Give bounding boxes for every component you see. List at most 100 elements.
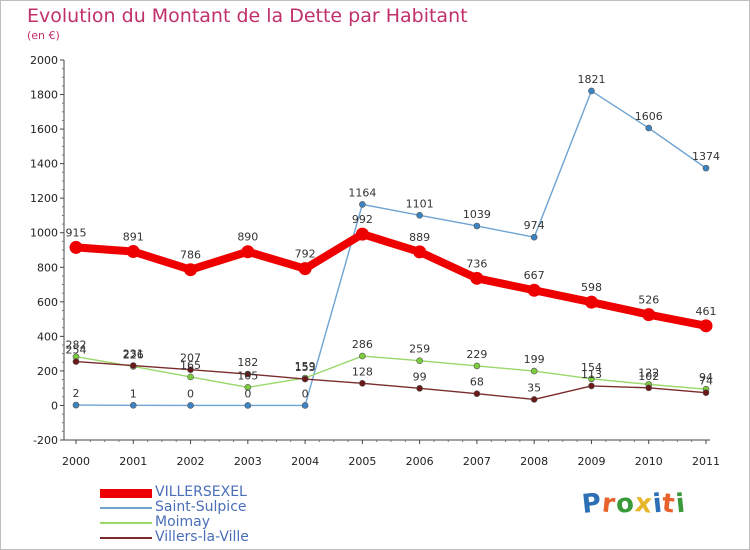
data-label-villersexel: 526 (638, 294, 659, 307)
series-line-villersexel (72, 230, 710, 330)
data-label-saint-sulpice: 974 (524, 219, 545, 232)
y-tick-label: 1200 (30, 192, 58, 205)
data-label-villers-la-ville: 35 (527, 381, 541, 394)
legend-label-moimay: Moimay (155, 514, 211, 530)
data-label-villersexel: 915 (66, 226, 87, 239)
x-tick-label: 2005 (348, 455, 376, 468)
y-tick-label: 800 (37, 261, 58, 274)
data-label-villers-la-ville: 102 (638, 370, 659, 383)
series-line-moimay (75, 355, 707, 390)
chart-subtitle: (en €) (27, 29, 60, 42)
data-label-moimay: 154 (581, 361, 602, 374)
y-tick-label: 1600 (30, 123, 58, 136)
y-tick-label: 0 (51, 399, 58, 412)
data-point-villers-la-ville (588, 382, 595, 390)
data-label-villers-la-ville: 74 (699, 375, 713, 388)
data-point-villersexel (69, 240, 83, 254)
data-label-saint-sulpice: 0 (244, 387, 251, 400)
data-point-moimay (530, 367, 538, 375)
data-label-villers-la-ville: 99 (413, 370, 427, 383)
data-label-saint-sulpice: 1 (130, 387, 137, 400)
data-label-saint-sulpice: 1374 (692, 150, 720, 163)
data-label-moimay: 226 (123, 348, 144, 361)
data-label-villersexel: 792 (295, 248, 316, 261)
data-point-saint-sulpice (645, 124, 653, 132)
data-label-villersexel: 736 (466, 257, 487, 270)
chart-series (69, 87, 713, 409)
data-point-villers-la-ville (244, 370, 252, 378)
data-label-moimay: 105 (237, 369, 258, 382)
data-label-moimay: 259 (409, 343, 430, 356)
data-label-moimay: 199 (524, 353, 545, 366)
data-point-villersexel (241, 245, 255, 259)
x-tick-label: 2009 (577, 455, 605, 468)
data-point-villersexel (527, 283, 541, 297)
data-label-moimay: 94 (699, 371, 713, 384)
x-tick-label: 2000 (62, 455, 90, 468)
data-point-villers-la-ville (301, 375, 309, 383)
data-point-saint-sulpice (702, 164, 710, 172)
logo-letter: i (674, 488, 688, 520)
legend-label-saint-sulpice: Saint-Sulpice (155, 499, 247, 515)
data-label-villers-la-ville: 254 (66, 344, 87, 357)
data-label-saint-sulpice: 0 (302, 387, 309, 400)
data-label-villers-la-ville: 231 (123, 348, 144, 361)
data-label-villers-la-ville: 207 (180, 352, 201, 365)
data-label-moimay: 286 (352, 338, 373, 351)
data-point-saint-sulpice (187, 402, 194, 409)
data-point-villers-la-ville (702, 389, 710, 396)
data-label-saint-sulpice: 1101 (406, 197, 434, 210)
data-point-villers-la-ville (473, 390, 481, 398)
data-label-villersexel: 598 (581, 281, 602, 294)
data-label-villers-la-ville: 153 (295, 361, 316, 374)
data-label-moimay: 159 (295, 360, 316, 373)
data-label-moimay: 122 (638, 366, 659, 379)
data-point-villersexel (642, 308, 656, 322)
chart-axes: -200020040060080010001200140016001800200… (30, 54, 720, 468)
data-point-villers-la-ville (187, 366, 194, 374)
x-tick-label: 2003 (234, 455, 262, 468)
y-tick-label: 1800 (30, 89, 58, 102)
y-tick-label: 600 (37, 296, 58, 309)
data-point-saint-sulpice (301, 402, 309, 409)
data-point-saint-sulpice (588, 87, 595, 95)
data-label-saint-sulpice: 2 (73, 387, 80, 400)
data-point-moimay (187, 373, 194, 381)
data-point-saint-sulpice (244, 402, 252, 409)
data-point-villersexel (126, 245, 140, 259)
series-line-villers-la-ville (75, 360, 707, 401)
data-label-villers-la-ville: 128 (352, 365, 373, 378)
data-point-moimay (244, 384, 252, 391)
y-tick-label: 2000 (30, 54, 58, 67)
y-tick-label: 200 (37, 365, 58, 378)
data-label-villers-la-ville: 182 (237, 356, 258, 369)
x-tick-label: 2006 (406, 455, 434, 468)
data-point-saint-sulpice (416, 211, 423, 219)
data-label-saint-sulpice: 1821 (577, 73, 605, 86)
data-label-saint-sulpice: 1039 (463, 208, 491, 221)
y-tick-label: -200 (33, 434, 58, 447)
data-label-villersexel: 891 (123, 231, 144, 244)
data-point-villersexel (584, 295, 598, 309)
data-point-saint-sulpice (72, 401, 80, 409)
x-tick-label: 2010 (635, 455, 663, 468)
chart-title: Evolution du Montant de la Dette par Hab… (27, 5, 468, 27)
data-point-saint-sulpice (530, 233, 538, 241)
data-label-villersexel: 992 (352, 213, 373, 226)
data-label-villersexel: 786 (180, 249, 201, 262)
y-tick-label: 400 (37, 330, 58, 343)
data-point-villers-la-ville (530, 396, 538, 403)
data-point-moimay (359, 352, 366, 360)
x-tick-label: 2008 (520, 455, 548, 468)
data-point-villersexel (355, 227, 369, 241)
x-tick-label: 2001 (119, 455, 147, 468)
data-point-villers-la-ville (416, 385, 423, 392)
data-label-villersexel: 889 (409, 231, 430, 244)
legend-swatch-villers-la-ville (100, 537, 152, 539)
data-point-villers-la-ville (645, 384, 653, 392)
data-point-villers-la-ville (359, 380, 366, 387)
data-point-saint-sulpice (359, 201, 366, 208)
data-label-villersexel: 667 (524, 269, 545, 282)
